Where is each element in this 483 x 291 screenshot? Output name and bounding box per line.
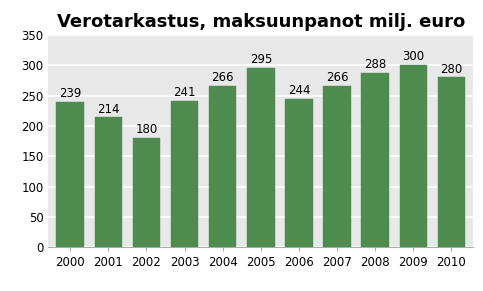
Bar [133, 138, 160, 247]
Bar [209, 86, 236, 247]
Text: 244: 244 [288, 84, 310, 97]
Bar [399, 65, 427, 247]
Bar [171, 101, 199, 247]
Bar [57, 102, 84, 247]
Text: 214: 214 [97, 103, 120, 116]
Title: Verotarkastus, maksuunpanot milj. euro: Verotarkastus, maksuunpanot milj. euro [57, 13, 465, 31]
Text: 266: 266 [326, 71, 348, 84]
Bar [285, 99, 313, 247]
Text: 239: 239 [59, 88, 82, 100]
Text: 241: 241 [173, 86, 196, 99]
Bar [323, 86, 351, 247]
Text: 266: 266 [212, 71, 234, 84]
Text: 295: 295 [250, 54, 272, 66]
Bar [95, 118, 122, 247]
Text: 280: 280 [440, 63, 463, 76]
Text: 180: 180 [135, 123, 157, 136]
Bar [438, 77, 465, 247]
Text: 288: 288 [364, 58, 386, 71]
Text: 300: 300 [402, 50, 425, 63]
Bar [361, 72, 389, 247]
Bar [247, 68, 274, 247]
